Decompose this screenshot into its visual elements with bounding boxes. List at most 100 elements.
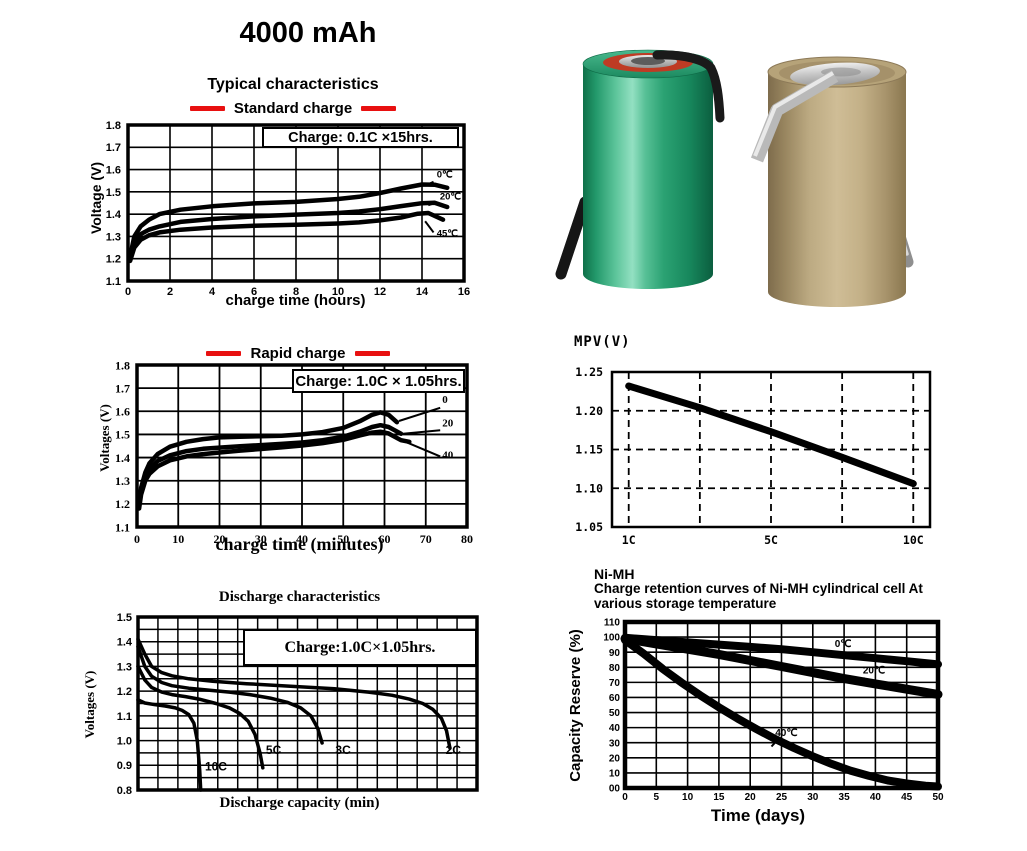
retention-chart: 0℃ 20℃ 40℃ 0 5 10 15 20 25 30 35 40 45 50 110 100 90 80 70… (603, 618, 944, 803)
discharge-annotation: Charge:1.0C×1.05hrs. (243, 629, 477, 666)
y-tick-label: 1.2 (117, 686, 132, 698)
x-tick-label: 0 (125, 286, 131, 298)
curve-label: 20℃ (440, 192, 462, 203)
solder-tab-icon (652, 50, 725, 123)
plot-frame (136, 615, 479, 792)
y-tick-label: 1.7 (115, 381, 130, 395)
x-tick-label: 16 (458, 286, 470, 298)
tan-cell-body (768, 72, 906, 307)
solder-tab-icon (750, 70, 839, 163)
curve-label: 40℃ (775, 728, 797, 739)
series-40 (136, 429, 412, 511)
y-tick-label: 1.7 (106, 142, 121, 154)
x-tick-label: 50 (932, 792, 944, 803)
y-tick-label: 1.15 (575, 443, 603, 457)
plot-frame (126, 123, 466, 283)
y-tick-label: 1.4 (106, 209, 122, 221)
x-tick-label: 10C (903, 533, 924, 547)
y-tick-label: 1.4 (117, 637, 133, 649)
series-40℃ (621, 636, 942, 791)
y-tick-label: 1.8 (115, 358, 130, 372)
y-tick-label: 1.5 (115, 428, 130, 442)
y-tick-label: 1.5 (106, 187, 121, 199)
x-tick-label: 6 (251, 286, 257, 298)
x-tick-label: 4 (209, 286, 216, 298)
y-tick-label: 40 (609, 723, 621, 734)
y-tick-label: 1.3 (106, 231, 121, 243)
battery-photos (555, 49, 914, 307)
x-tick-label: 10 (172, 532, 184, 546)
x-tick-label: 20 (745, 792, 757, 803)
y-tick-label: 1.6 (115, 405, 130, 419)
standard-charge-annotation: Charge: 0.1C ×15hrs. (262, 127, 459, 148)
curve-label: 40 (442, 450, 454, 462)
rapid-charge-ylabel: Voltages (V) (97, 404, 112, 472)
leader-line (427, 201, 438, 207)
y-tick-label: 1.1 (115, 520, 130, 534)
series-3C (136, 644, 324, 745)
standard-charge-ylabel: Voltage (V) (88, 161, 104, 235)
x-tick-label: 5 (654, 792, 660, 803)
leader-line (398, 406, 441, 422)
y-tick-label: 10 (609, 769, 621, 780)
curve-label: 10C (205, 760, 227, 774)
y-tick-label: 0.8 (117, 785, 132, 797)
y-tick-label: 100 (603, 633, 620, 644)
curve-label: 3C (335, 743, 351, 757)
discharge-xlabel: Discharge capacity (min) (219, 795, 380, 811)
y-tick-label: 1.1 (117, 711, 132, 723)
battery-photo-tan (750, 56, 914, 307)
x-tick-label: 5C (764, 533, 778, 547)
y-tick-label: 0.9 (117, 760, 132, 772)
y-tick-label: 60 (609, 693, 621, 704)
rapid-charge-xlabel: charge time (minutes) (215, 534, 384, 554)
x-tick-label: 1C (622, 533, 636, 547)
curve-label: 20℃ (863, 665, 885, 676)
mpv-chart: 1C 5C 10C 1.25 1.20 1.15 1.10 1.05 (575, 365, 932, 547)
y-tick-label: 1.3 (117, 661, 132, 673)
leader-line (402, 429, 441, 435)
x-tick-label: 15 (713, 792, 725, 803)
retention-subtitle-line2: various storage temperature (594, 596, 777, 611)
series-20℃ (127, 200, 450, 261)
solder-tab-highlight (753, 71, 835, 157)
red-dash-icon (354, 351, 390, 356)
discharge-ylabel: Voltages (V) (82, 670, 97, 739)
chart-rapid-subtitle: Rapid charge (250, 345, 346, 362)
series-MPV (625, 382, 917, 488)
leader-line (424, 220, 435, 234)
y-tick-label: 110 (604, 618, 621, 629)
discharge-chart: 2C 3C 5C 10C 1.5 1.4 1.3 1.2 1.1 1.0 0.9 0.8 (117, 612, 479, 797)
x-tick-label: 14 (416, 286, 429, 298)
y-tick-label: 1.0 (117, 736, 132, 748)
retention-title: Ni-MH (594, 566, 635, 582)
y-tick-label: 1.5 (117, 612, 132, 624)
chart-standard-subheading: Standard charge (163, 100, 423, 117)
retention-subtitle-line1: Charge retention curves of Ni-MH cylindr… (594, 581, 923, 596)
y-tick-label: 00 (609, 784, 621, 795)
y-tick-label: 1.4 (115, 451, 130, 465)
leader-line (770, 739, 778, 748)
retention-xlabel: Time (days) (710, 806, 806, 825)
series-20 (136, 422, 404, 509)
y-tick-label: 1.3 (115, 474, 130, 488)
curve-label: 2C (446, 743, 462, 757)
x-tick-label: 20 (214, 532, 226, 546)
y-tick-label: 50 (609, 708, 621, 719)
curve-label: 0℃ (437, 169, 453, 180)
mpv-title: MPV(V) (574, 334, 631, 350)
series-20℃ (620, 634, 943, 699)
x-tick-label: 45 (901, 792, 913, 803)
chart-standard-heading: Typical characteristics (207, 76, 379, 93)
y-tick-label: 1.1 (106, 276, 121, 288)
x-tick-label: 60 (379, 532, 391, 546)
rapid-charge-annotation: Charge: 1.0C × 1.05hrs. (292, 369, 465, 393)
x-tick-label: 40 (870, 792, 882, 803)
red-dash-icon (189, 106, 225, 111)
x-tick-label: 2 (167, 286, 173, 298)
y-tick-label: 1.2 (106, 254, 121, 266)
green-cell-body (583, 64, 713, 289)
y-tick-label: 20 (609, 753, 621, 764)
series-0℃ (621, 633, 942, 669)
